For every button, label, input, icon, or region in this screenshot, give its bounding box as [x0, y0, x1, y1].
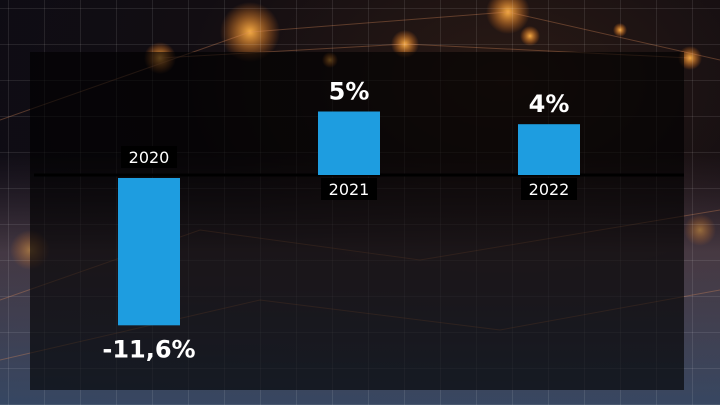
value-label-2021: 5% [329, 78, 370, 106]
bar-2021 [318, 111, 380, 175]
category-label-text: 2022 [529, 180, 570, 199]
category-label-text: 2021 [329, 180, 370, 199]
bar-2020 [118, 178, 180, 326]
category-label-box [321, 178, 377, 200]
category-label-2021: 2021 [321, 178, 377, 200]
category-label-2020: 2020 [121, 146, 177, 168]
category-label-text: 2020 [129, 148, 170, 167]
value-label-2022: 4% [529, 90, 570, 118]
value-label-2020: -11,6% [102, 335, 195, 363]
bar-2022 [518, 124, 580, 175]
category-label-2022: 2022 [521, 178, 577, 200]
category-label-box [121, 146, 177, 168]
category-label-box [521, 178, 577, 200]
